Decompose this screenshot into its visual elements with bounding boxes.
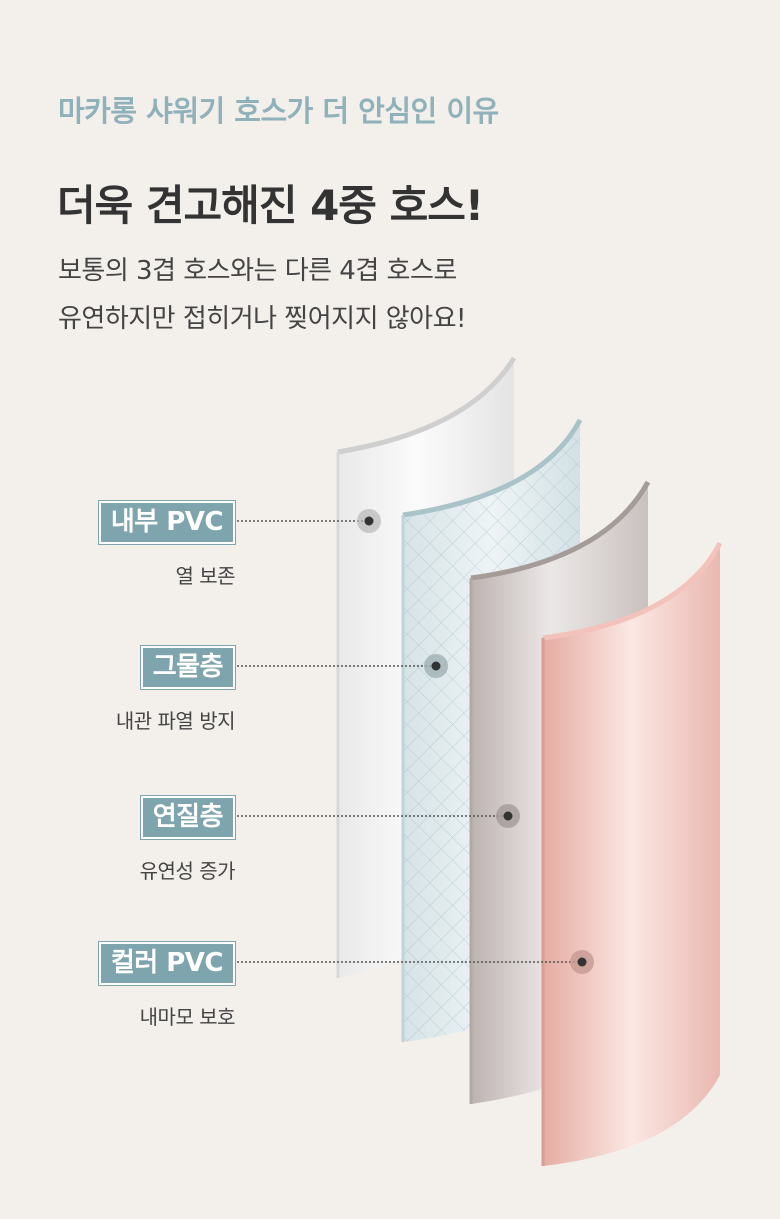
layer-description: 내관 파열 방지 xyxy=(115,709,236,733)
marker-inner-pvc xyxy=(357,509,381,533)
layer-description: 내마모 보호 xyxy=(139,1005,236,1029)
marker-mesh xyxy=(424,654,448,678)
headline: 더욱 견고해진 4중 호스! xyxy=(57,181,484,230)
layer-description: 유연성 증가 xyxy=(139,859,236,883)
marker-soft xyxy=(496,804,520,828)
marker-color-pvc xyxy=(570,950,594,974)
label-color-pvc: 컬러 PVC 내마모 보호 xyxy=(97,941,237,1030)
description-line-1: 보통의 3겹 호스와는 다른 4겹 호스로 xyxy=(58,256,457,286)
layer-tag: 그물층 xyxy=(139,645,237,690)
eyebrow-title: 마카롱 샤워기 호스가 더 안심인 이유 xyxy=(58,94,499,128)
description-line-2: 유연하지만 접히거나 찢어지지 않아요! xyxy=(58,304,466,334)
layer-tag: 연질층 xyxy=(139,795,237,840)
layer-tag: 내부 PVC xyxy=(97,500,237,545)
label-soft: 연질층 유연성 증가 xyxy=(139,795,237,884)
label-mesh: 그물층 내관 파열 방지 xyxy=(115,645,237,734)
layer-color-pvc xyxy=(541,541,723,1166)
layer-description: 열 보존 xyxy=(175,564,235,588)
label-inner-pvc: 내부 PVC 열 보존 xyxy=(97,500,237,589)
description: 보통의 3겹 호스와는 다른 4겹 호스로 유연하지만 접히거나 찢어지지 않아… xyxy=(58,247,466,343)
layer-tag: 컬러 PVC xyxy=(97,941,237,986)
